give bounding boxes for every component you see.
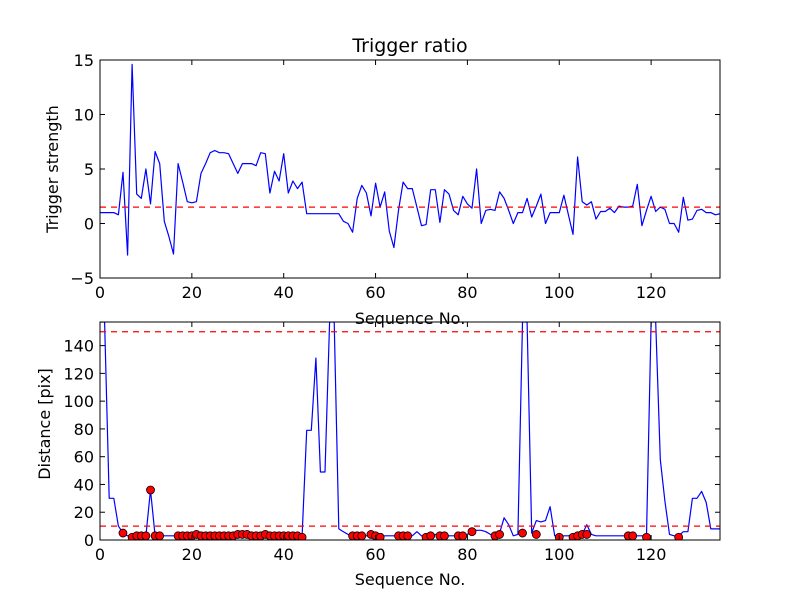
x-tick-label: 60 xyxy=(365,545,385,564)
scatter-point xyxy=(297,532,307,540)
x-tick-label: 60 xyxy=(365,283,385,302)
y-tick-label: −5 xyxy=(70,269,94,288)
axes-frame xyxy=(99,321,721,541)
x-tick-label: 0 xyxy=(95,283,105,302)
plot-area xyxy=(100,63,720,256)
scatter-point xyxy=(440,531,449,540)
y-axis-label: Trigger strength xyxy=(43,105,62,234)
scatter-point xyxy=(118,528,128,538)
y-tick-label: 60 xyxy=(74,448,94,467)
x-tick-label: 0 xyxy=(95,545,105,564)
series-line xyxy=(100,63,720,256)
axis-ticks: 0 20 40 60 80 100 120 0 20 40 60 80 100 120 140 xyxy=(63,322,720,564)
y-axis-label: Distance [pix] xyxy=(35,368,54,480)
scatter-point xyxy=(403,531,413,540)
x-tick-label: 120 xyxy=(636,283,667,302)
scatter-point xyxy=(674,532,684,540)
x-tick-label: 40 xyxy=(274,283,294,302)
scatter-point xyxy=(458,531,468,540)
scatter-point xyxy=(357,531,367,540)
scatter-point xyxy=(518,528,527,538)
scatter-point xyxy=(642,532,651,540)
scatter-point xyxy=(467,527,477,537)
scatter-point xyxy=(426,531,436,540)
y-tick-label: 140 xyxy=(63,337,94,356)
scatter-point xyxy=(495,530,504,539)
x-tick-label: 20 xyxy=(182,283,202,302)
x-tick-label: 120 xyxy=(636,545,667,564)
plot-content xyxy=(100,63,720,256)
scatter-point xyxy=(146,485,155,495)
y-tick-label: 100 xyxy=(63,392,94,411)
scatter-point xyxy=(628,531,638,540)
x-axis-label: Sequence No. xyxy=(355,570,466,589)
y-tick-label: 5 xyxy=(84,160,94,179)
scatter-point xyxy=(141,531,151,540)
y-tick-label: 20 xyxy=(74,503,94,522)
y-tick-label: 0 xyxy=(84,531,94,550)
scatter-point xyxy=(582,530,592,539)
y-tick-label: 120 xyxy=(63,364,94,383)
scatter-point xyxy=(375,532,385,540)
x-tick-label: 40 xyxy=(274,545,294,564)
x-tick-label: 80 xyxy=(457,283,477,302)
y-tick-label: 15 xyxy=(74,51,94,70)
chart-title: Trigger ratio xyxy=(351,35,467,57)
x-tick-label: 20 xyxy=(182,545,202,564)
y-tick-label: 80 xyxy=(74,420,94,439)
distance-chart: 0 20 40 60 80 100 120 0 20 40 60 80 100 120 140 Sequen… xyxy=(35,321,721,589)
plot-area xyxy=(100,322,720,540)
y-tick-label: 40 xyxy=(74,475,94,494)
x-axis-label: Sequence No. xyxy=(355,309,466,328)
plot-content xyxy=(100,322,720,540)
y-tick-label: 0 xyxy=(84,215,94,234)
scatter-point xyxy=(155,531,165,540)
x-tick-label: 100 xyxy=(544,283,575,302)
scatter-point xyxy=(531,530,541,539)
x-tick-label: 100 xyxy=(544,545,575,564)
x-tick-label: 80 xyxy=(457,545,477,564)
y-tick-label: 10 xyxy=(74,106,94,125)
